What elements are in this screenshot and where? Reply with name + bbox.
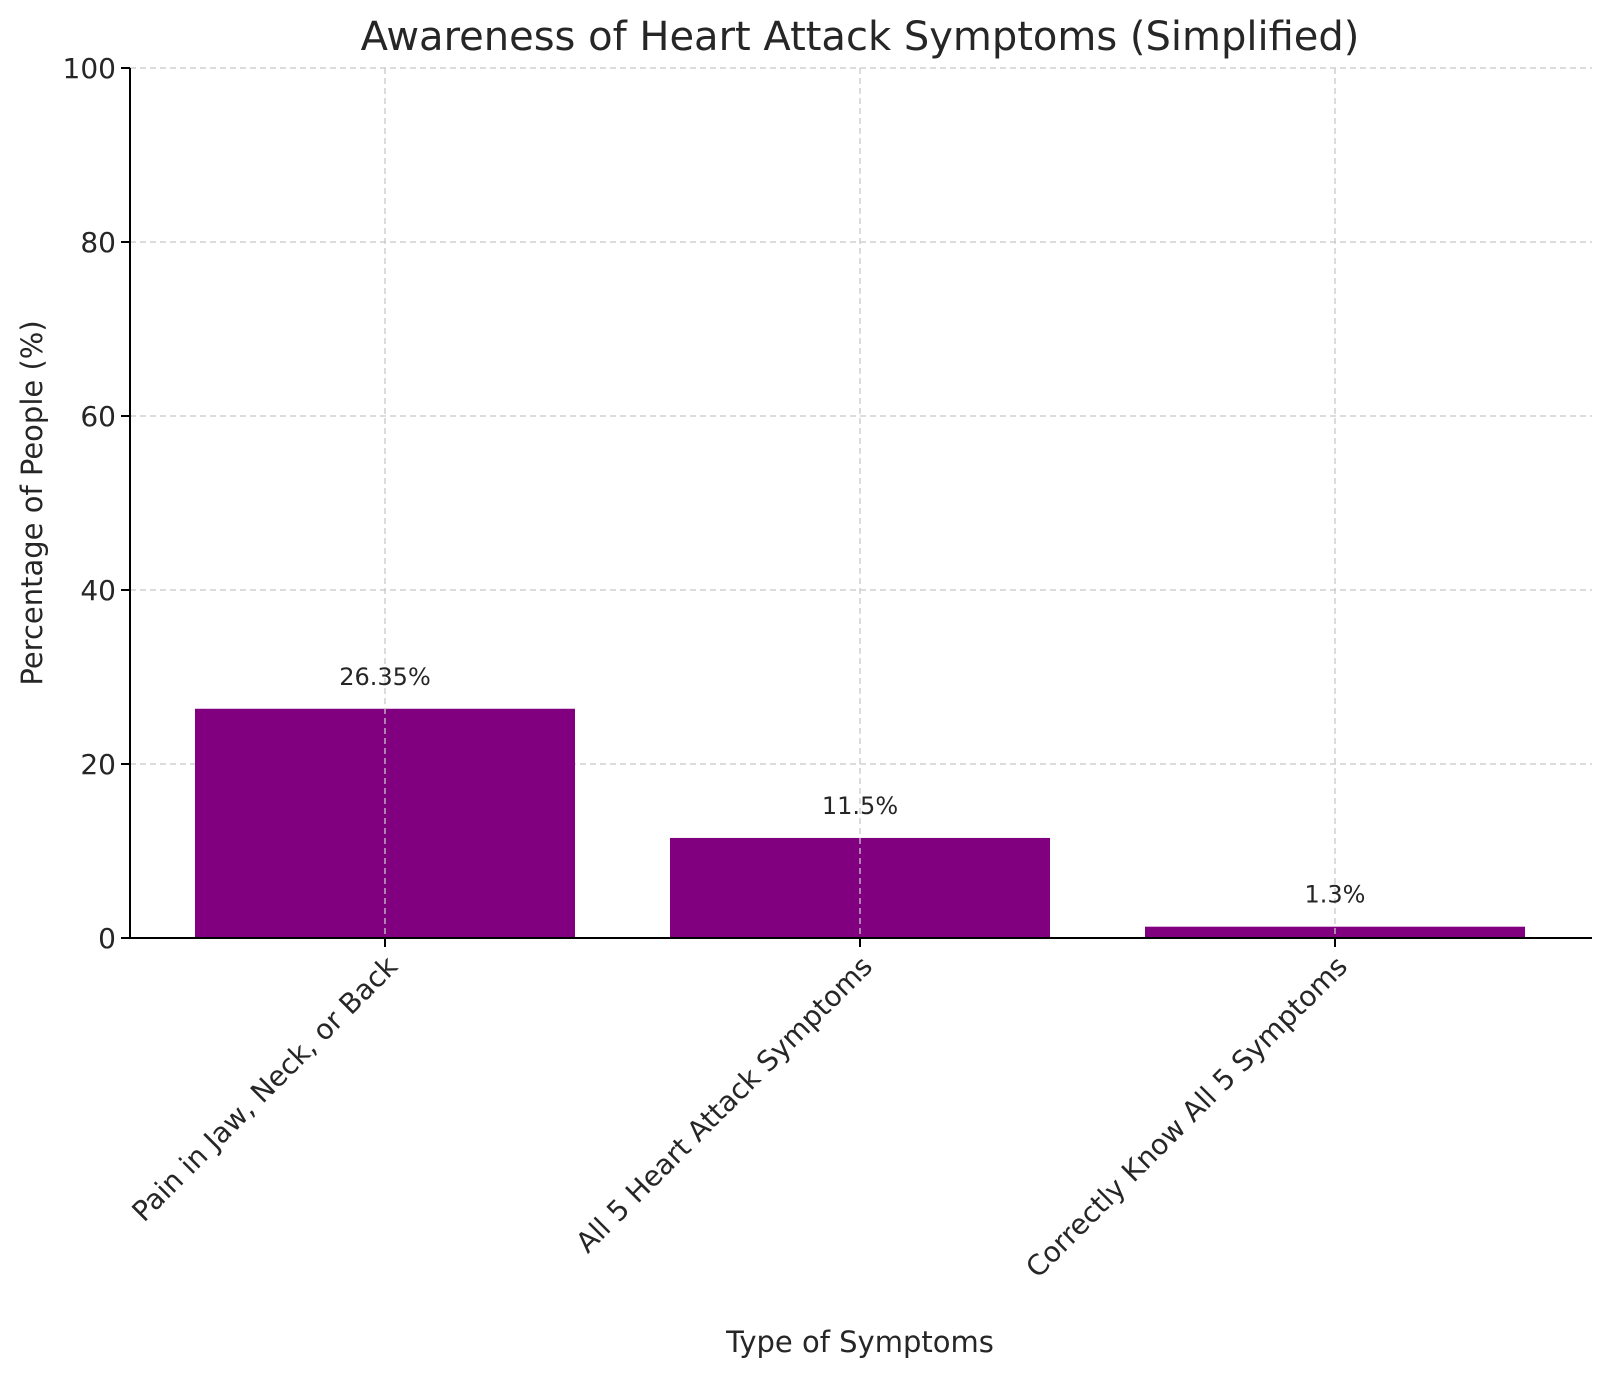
data-labels: 26.35% 11.5% 1.3% xyxy=(339,663,1365,909)
y-axis-label: Percentage of People (%) xyxy=(15,320,49,685)
tick-labels: 0 20 40 60 80 100 Pain in Jaw, Neck, or Back Al… xyxy=(63,52,1354,1284)
y-tick-label: 80 xyxy=(80,226,116,259)
y-tick-label: 20 xyxy=(80,748,116,781)
vertical-grid-lines xyxy=(384,68,1336,938)
bar-value-label: 11.5% xyxy=(822,792,898,820)
x-tick-label: All 5 Heart Attack Symptoms xyxy=(569,950,879,1260)
x-tick-label: Pain in Jaw, Neck, or Back xyxy=(125,949,404,1228)
x-axis-label: Type of Symptoms xyxy=(725,1325,994,1359)
axes xyxy=(121,67,1592,947)
y-tick-label: 60 xyxy=(80,400,116,433)
y-tick-label: 100 xyxy=(63,52,116,85)
y-tick-label: 40 xyxy=(80,574,116,607)
grid-lines xyxy=(130,67,1592,765)
chart-title: Awareness of Heart Attack Symptoms (Simp… xyxy=(361,14,1360,60)
bar-value-label: 1.3% xyxy=(1305,881,1366,909)
y-tick-label: 0 xyxy=(98,922,116,955)
bar-value-label: 26.35% xyxy=(339,663,431,691)
x-tick-label: Correctly Know All 5 Symptoms xyxy=(1019,950,1354,1285)
